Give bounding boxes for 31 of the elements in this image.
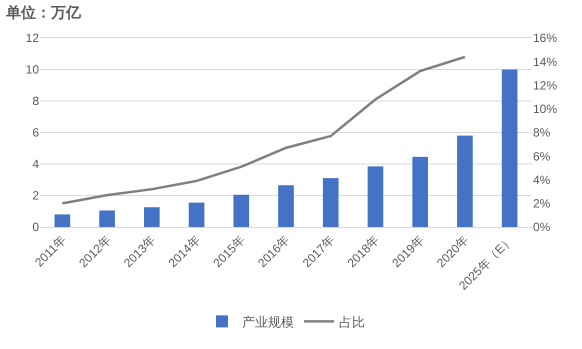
bar <box>322 178 339 227</box>
y2-tick-label: 12% <box>533 78 558 92</box>
y-tick-label: 4 <box>32 157 40 172</box>
legend-label: 产业规模 <box>242 314 294 330</box>
y-tick-label: 12 <box>26 31 40 46</box>
y2-tick-label: 4% <box>533 172 551 187</box>
y2-tick-label: 2% <box>533 196 551 211</box>
chart-title: 单位：万亿 <box>4 4 82 22</box>
y-tick-label: 0 <box>32 220 40 234</box>
bar <box>188 202 204 227</box>
y2-tick-label: 14% <box>533 54 558 69</box>
legend-label: 占比 <box>339 314 365 330</box>
bar <box>144 207 160 227</box>
bar <box>99 210 115 227</box>
y2-tick-label: 8% <box>533 126 551 140</box>
y-tick-label: 2 <box>32 188 40 203</box>
bar <box>368 166 384 227</box>
y-tick-label: 10 <box>26 62 40 77</box>
bar <box>233 194 250 227</box>
line-series <box>61 56 466 205</box>
y2-tick-label: 6% <box>533 149 551 164</box>
y-tick-label: 8 <box>32 94 40 108</box>
bar <box>457 136 473 227</box>
y2-tick-label: 16% <box>533 31 558 46</box>
bar <box>54 214 70 227</box>
y2-tick-label: 10% <box>533 102 558 116</box>
bar <box>412 156 428 227</box>
bar <box>278 185 294 227</box>
y2-tick-label: 0% <box>533 220 551 234</box>
y-tick-label: 6 <box>32 126 40 140</box>
bar <box>502 70 518 227</box>
